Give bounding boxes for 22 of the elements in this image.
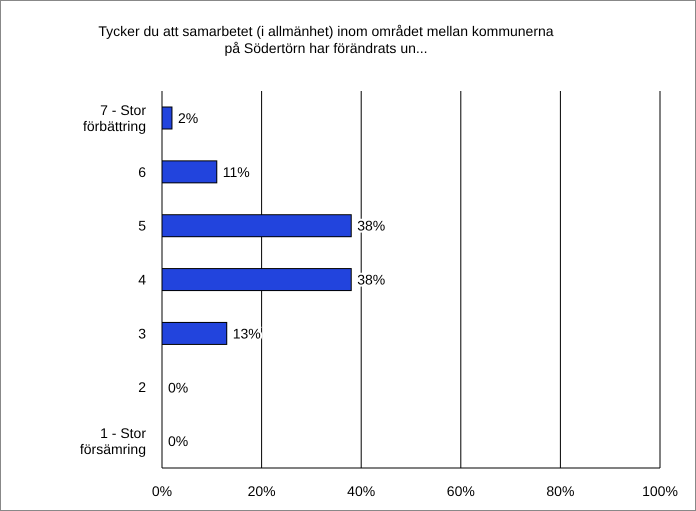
- bar: [162, 106, 172, 130]
- y-tick-label: 3: [138, 325, 146, 342]
- data-label: 0%: [168, 433, 188, 450]
- y-tick-label: 7 - Stor förbättring: [82, 102, 146, 134]
- x-tick-label: 100%: [642, 482, 678, 499]
- bar: [162, 322, 228, 345]
- x-tick-label: 20%: [248, 482, 276, 499]
- data-label: 0%: [168, 379, 188, 396]
- chart-title: Tycker du att samarbetet (i allmänhet) inom området mellan kommunerna på Södertörn har förändrats un...: [97, 23, 555, 57]
- y-tick-label: 2: [138, 379, 146, 396]
- x-tick-label: 80%: [546, 482, 574, 499]
- data-label: 11%: [222, 164, 250, 180]
- x-tick-label: 60%: [446, 482, 475, 499]
- data-label: 13%: [232, 325, 261, 342]
- x-tick-label: 0%: [152, 482, 172, 499]
- data-label: 2%: [178, 110, 198, 126]
- x-tick-label: 40%: [347, 482, 376, 499]
- y-tick-label: 6: [138, 164, 146, 180]
- y-tick-label: 1 - Stor försämring: [80, 425, 146, 458]
- y-tick-label: 4: [138, 272, 146, 288]
- y-tick-label: 5: [138, 218, 146, 234]
- bar: [162, 160, 218, 184]
